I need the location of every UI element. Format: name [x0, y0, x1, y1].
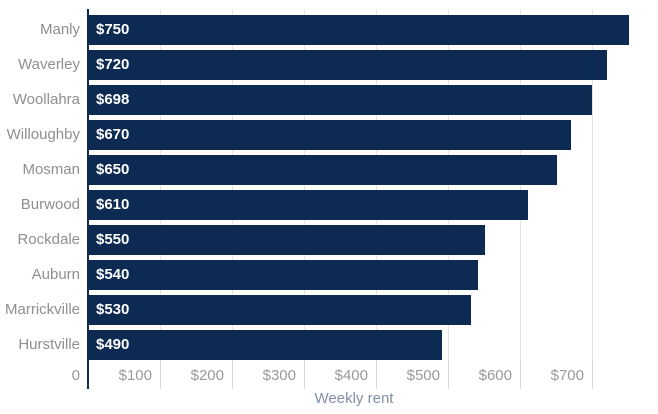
category-label: Marrickville [5, 301, 80, 318]
bar [89, 295, 471, 325]
bar [89, 15, 629, 45]
bar [89, 225, 485, 255]
x-axis-tick-label: $100 [118, 367, 152, 384]
x-axis-label: Weekly rent [314, 390, 394, 407]
bar-value-label: $540 [96, 266, 130, 283]
gridline [592, 9, 593, 360]
bar [89, 260, 478, 290]
bar-value-label: $530 [96, 301, 130, 318]
category-label: Manly [39, 21, 80, 38]
category-label: Willoughby [6, 126, 80, 143]
x-axis-tick [520, 360, 521, 389]
x-axis-tick [232, 360, 233, 389]
category-label: Auburn [31, 266, 80, 283]
bar-value-label: $698 [96, 91, 130, 108]
bar [89, 190, 528, 220]
bar-value-label: $670 [96, 126, 130, 143]
x-axis-tick [304, 360, 305, 389]
x-axis-tick [376, 360, 377, 389]
x-axis-tick [448, 360, 449, 389]
category-label: Burwood [20, 196, 80, 213]
category-label: Waverley [18, 56, 80, 73]
category-label: Mosman [22, 161, 80, 178]
x-axis-tick-label: $400 [334, 367, 368, 384]
category-label: Woollahra [12, 91, 80, 108]
x-axis-tick-label: $600 [478, 367, 512, 384]
x-axis-tick [160, 360, 161, 389]
bar-value-label: $610 [96, 196, 130, 213]
bar [89, 330, 442, 360]
x-axis-tick-label: $500 [406, 367, 440, 384]
category-label: Rockdale [17, 231, 80, 248]
x-axis-tick-label: $300 [262, 367, 296, 384]
category-label: Hurstville [18, 336, 80, 353]
x-axis-tick-label: $200 [190, 367, 224, 384]
x-axis-tick [592, 360, 593, 389]
bar-value-label: $720 [96, 56, 130, 73]
bar-value-label: $490 [96, 336, 130, 353]
x-axis-tick-label: 0 [71, 367, 80, 384]
bar [89, 155, 557, 185]
bar-value-label: $650 [96, 161, 130, 178]
bar-value-label: $550 [96, 231, 130, 248]
bar-value-label: $750 [96, 21, 130, 38]
bar [89, 120, 571, 150]
bar [89, 50, 607, 80]
bar [89, 85, 592, 115]
y-axis-line [87, 9, 89, 389]
x-axis-tick-label: $700 [550, 367, 584, 384]
